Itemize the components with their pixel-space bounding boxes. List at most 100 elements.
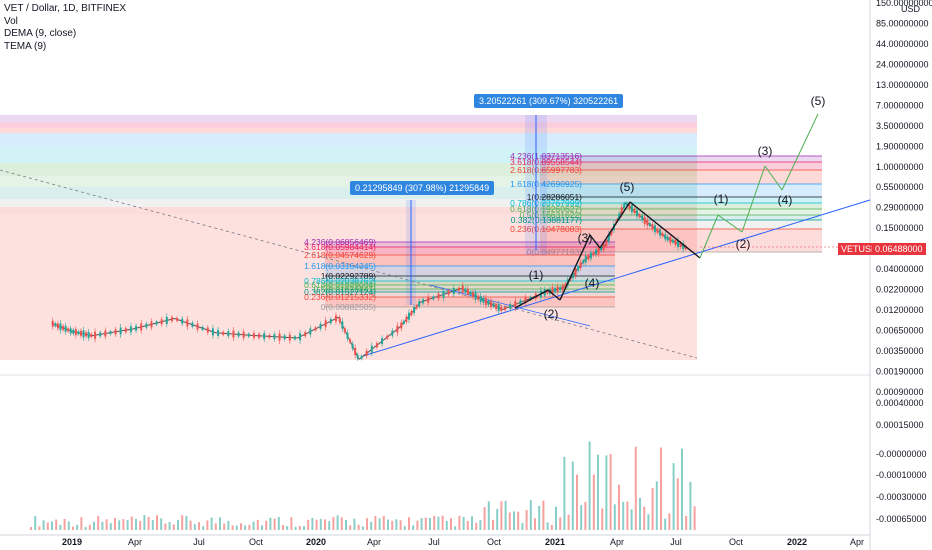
volume-tick-label: 0.00015000: [876, 420, 924, 430]
candle-body: [386, 335, 389, 339]
fib-band-right: [540, 209, 822, 215]
candle-body: [109, 331, 112, 335]
candle-body: [674, 239, 677, 245]
legend-volume[interactable]: Vol: [4, 15, 18, 27]
volume-bar: [51, 521, 53, 530]
fib-label-right: 0.382(0.13881177): [511, 215, 582, 225]
elliott-wave-segment: [599, 201, 631, 249]
volume-bar: [437, 516, 440, 530]
candle-body: [461, 285, 464, 293]
fib-band-right: [540, 220, 822, 229]
candle-body: [268, 334, 271, 338]
candle-body: [556, 286, 559, 293]
volume-bar: [412, 525, 415, 530]
elliott-wave-projection: [741, 165, 766, 233]
candle-body: [370, 345, 373, 353]
volume-bar: [164, 523, 167, 530]
candle-body: [140, 323, 143, 331]
candle-body: [64, 325, 67, 332]
volume-bar: [681, 448, 683, 530]
candle-body: [529, 296, 532, 300]
candle-body: [145, 323, 148, 328]
candle-body: [413, 306, 416, 313]
candle-body: [191, 322, 194, 327]
wave-label: (2): [736, 237, 751, 251]
volume-bar: [693, 506, 696, 530]
volume-bar: [227, 520, 230, 530]
volume-bar: [391, 520, 394, 530]
candle-body: [365, 350, 368, 356]
candle-body: [72, 329, 75, 334]
volume-bar: [189, 520, 192, 530]
fib-band-right: [540, 184, 822, 197]
volume-bar: [328, 521, 331, 530]
volume-bar: [118, 520, 121, 530]
elliott-wave-projection: [764, 165, 783, 191]
candle-body: [87, 331, 90, 338]
candle-body: [432, 296, 435, 300]
candle-body: [519, 300, 522, 305]
fib-label-left: 4.236(0.06856469): [304, 237, 376, 247]
y-tick-label: 0.00190000: [876, 366, 924, 376]
volume-bar: [240, 523, 242, 530]
fib-label-left: 0.786(0.02038762): [304, 276, 376, 286]
fib-band-left: [325, 247, 615, 255]
fib-label-left: 0.5(0.01676841): [314, 284, 377, 294]
y-tick-label: 85.00000000: [876, 18, 929, 28]
volume-bar: [576, 474, 578, 530]
fib-label-right: 1.618(0.42690925): [510, 179, 582, 189]
candle-body: [62, 325, 65, 330]
volume-bar: [244, 525, 247, 530]
fib-band-large: [0, 133, 697, 147]
volume-bar: [416, 520, 419, 530]
candle-body: [666, 236, 669, 241]
chart-legend: VET / Dollar, 1D, BITFINEX Vol DEMA (9, …: [4, 3, 126, 53]
candle-body: [630, 205, 633, 213]
candle-body: [283, 335, 286, 340]
volume-bar: [303, 526, 305, 530]
candle-body: [176, 317, 179, 321]
volume-bar: [639, 497, 641, 530]
fib-band-large: [0, 176, 697, 187]
volume-bar: [445, 520, 448, 530]
legend-tema[interactable]: TEMA (9): [4, 40, 47, 52]
fib-band-left: [325, 266, 615, 276]
candle-body: [574, 268, 577, 276]
volume-bar: [521, 522, 524, 530]
candle-body: [618, 213, 621, 219]
volume-bar: [517, 511, 520, 530]
legend-symbol[interactable]: VET / Dollar, 1D, BITFINEX: [4, 3, 127, 14]
fib-band-left: [325, 242, 615, 247]
volume-bar: [42, 520, 45, 530]
candle-body: [607, 234, 610, 242]
candle-body: [582, 260, 585, 264]
volume-bar: [647, 514, 650, 530]
fib-label-right: 0.786(0.23767999): [510, 198, 582, 208]
volume-bar: [336, 515, 339, 530]
candle-body: [67, 328, 70, 332]
volume-bar: [529, 500, 532, 530]
candle-body: [181, 318, 184, 324]
candle-body: [360, 355, 363, 359]
candle-body: [656, 228, 659, 233]
fib-label-left: 1(0.02292789): [321, 271, 376, 281]
fib-band-right: [540, 203, 822, 209]
candle-body: [597, 246, 600, 254]
elliott-wave-projection: [781, 113, 819, 191]
x-tick-label: 2022: [787, 537, 807, 547]
y-tick-label: 0.15000000: [876, 223, 924, 233]
candle-body: [643, 216, 646, 224]
candle-body: [381, 338, 384, 345]
fib-band-large: [0, 163, 697, 176]
candle-body: [605, 240, 608, 246]
volume-bar: [38, 526, 41, 530]
candle-body: [114, 329, 117, 335]
x-tick-label: Oct: [729, 537, 744, 547]
volume-bar: [550, 524, 553, 530]
volume-bar: [462, 516, 465, 530]
y-tick-label: 0.02200000: [876, 285, 924, 295]
candle-body: [679, 242, 682, 247]
legend-dema[interactable]: DEMA (9, close): [4, 28, 77, 39]
volume-bar: [72, 526, 74, 530]
